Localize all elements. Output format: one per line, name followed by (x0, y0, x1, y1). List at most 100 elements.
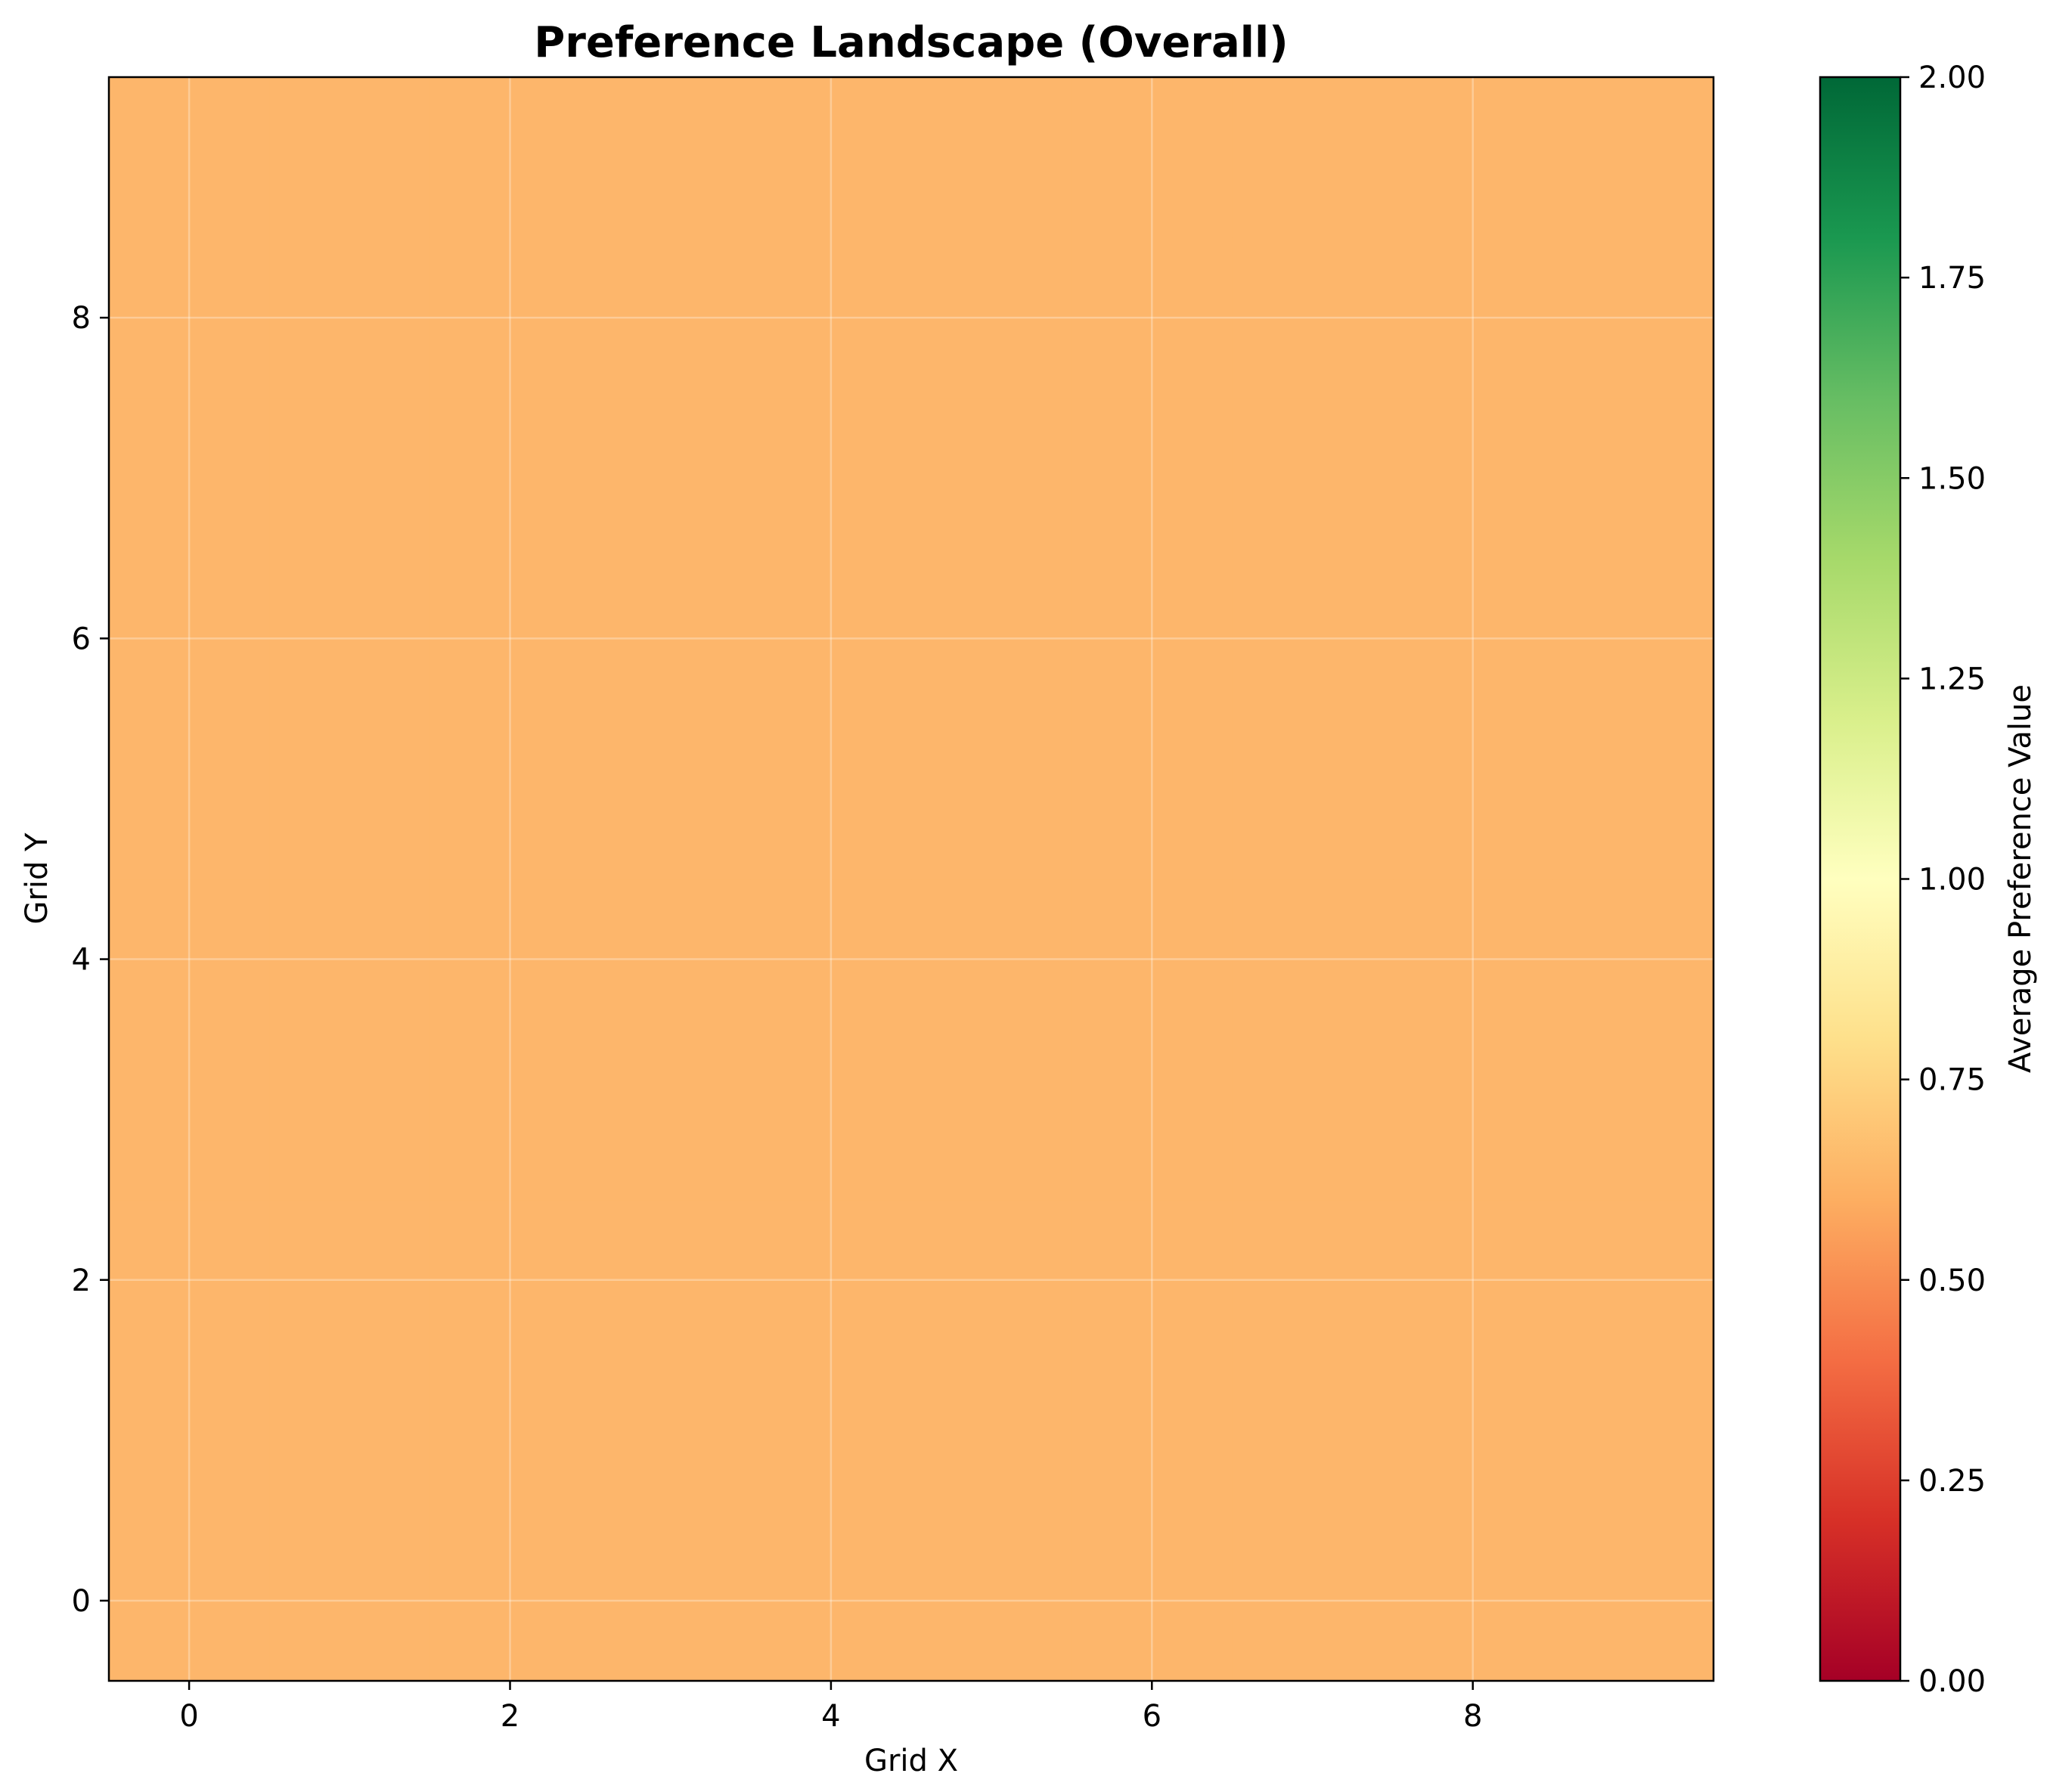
heatmap-cell (430, 398, 591, 559)
heatmap-cell (1232, 558, 1394, 719)
heatmap-cell (750, 398, 912, 559)
heatmap-cell (1392, 398, 1554, 559)
heatmap-cell (590, 1360, 752, 1521)
heatmap-cell (430, 1360, 591, 1521)
colorbar-tick-label: 0.75 (1918, 1063, 1986, 1098)
x-tick-label: 8 (1463, 1699, 1482, 1734)
heatmap-cell (1392, 237, 1554, 398)
heatmap-cell (269, 77, 430, 238)
heatmap-cell (430, 1520, 591, 1682)
heatmap-cell (1232, 1039, 1394, 1201)
x-axis-label: Grid X (864, 1744, 958, 1778)
heatmap-cell (1072, 718, 1233, 880)
colorbar (1820, 77, 1900, 1681)
heatmap-cell (750, 558, 912, 719)
heatmap-cell (109, 77, 270, 238)
x-axis: 0 2 4 6 8 (179, 1681, 1482, 1734)
heatmap-cell (1552, 77, 1714, 238)
heatmap-cell (590, 879, 752, 1040)
heatmap-cell (1392, 879, 1554, 1040)
heatmap-cell (1072, 1520, 1233, 1682)
heatmap-cell (1072, 237, 1233, 398)
x-tick-label: 4 (821, 1699, 840, 1734)
heatmap-cell (1552, 879, 1714, 1040)
heatmap-cell (1232, 1360, 1394, 1521)
colorbar-tick-label: 1.75 (1918, 261, 1986, 296)
heatmap-cell (911, 1199, 1072, 1361)
heatmap-cell (269, 558, 430, 719)
colorbar-tick-label: 1.50 (1918, 461, 1986, 496)
heatmap-cell (1392, 1520, 1554, 1682)
heatmap-cell (1392, 558, 1554, 719)
heatmap-cell (911, 718, 1072, 880)
chart-title: Preference Landscape (Overall) (534, 18, 1289, 67)
heatmap-cell (1552, 558, 1714, 719)
heatmap-cell (1072, 558, 1233, 719)
y-tick-label: 8 (72, 301, 91, 336)
colorbar-tick-label: 0.50 (1918, 1263, 1986, 1298)
y-tick-label: 2 (72, 1263, 91, 1298)
heatmap-cell (430, 558, 591, 719)
heatmap-cell (911, 1520, 1072, 1682)
x-tick-label: 6 (1143, 1699, 1161, 1734)
heatmap-cell (269, 1360, 430, 1521)
x-tick-label: 0 (179, 1699, 198, 1734)
heatmap-cell (1232, 718, 1394, 880)
heatmap-cell (269, 879, 430, 1040)
heatmap-cell (1232, 1199, 1394, 1361)
heatmap-cell (750, 1520, 912, 1682)
heatmap-cell (911, 1360, 1072, 1521)
heatmap-cell (911, 558, 1072, 719)
heatmap-cell (1552, 398, 1714, 559)
heatmap-cell (1552, 1360, 1714, 1521)
heatmap-cell (1072, 77, 1233, 238)
heatmap-cell (430, 718, 591, 880)
heatmap-cell (269, 718, 430, 880)
heatmap-cell (1072, 1039, 1233, 1201)
heatmap-cell (1232, 77, 1394, 238)
heatmap-cell (1552, 1039, 1714, 1201)
heatmap-cell (109, 237, 270, 398)
heatmap-cell (1552, 1520, 1714, 1682)
heatmap-cell (269, 1039, 430, 1201)
heatmap-cell (750, 77, 912, 238)
heatmap-cell (109, 1039, 270, 1201)
heatmap-cell (430, 237, 591, 398)
heatmap-cell (109, 1360, 270, 1521)
colorbar-tick-label: 0.25 (1918, 1464, 1986, 1499)
heatmap-cell (1232, 879, 1394, 1040)
heatmap-cell (590, 77, 752, 238)
heatmap-cell (1232, 237, 1394, 398)
heatmap-cell (430, 77, 591, 238)
heatmap-cell (109, 718, 270, 880)
heatmap-cell (1552, 1199, 1714, 1361)
heatmap-cell (1072, 1360, 1233, 1521)
y-tick-label: 6 (72, 622, 91, 656)
heatmap-cell (1232, 398, 1394, 559)
heatmap-cell (109, 558, 270, 719)
heatmap-cell (750, 1199, 912, 1361)
heatmap-cell (590, 398, 752, 559)
heatmap-cell (109, 1199, 270, 1361)
colorbar-tick-label: 1.25 (1918, 662, 1986, 696)
heatmap-cell (590, 718, 752, 880)
heatmap-cell (750, 1360, 912, 1521)
heatmap-cell (1232, 1520, 1394, 1682)
heatmap-cell (750, 718, 912, 880)
heatmap-cell (1072, 1199, 1233, 1361)
heatmap-cell (590, 1520, 752, 1682)
colorbar-tick-label: 0.00 (1918, 1664, 1986, 1699)
heatmap-cell (1392, 718, 1554, 880)
y-tick-label: 4 (72, 943, 91, 978)
heatmap-cell (1392, 1360, 1554, 1521)
heatmap-cell (1552, 237, 1714, 398)
plot-area (109, 77, 1714, 1682)
heatmap-cell (1392, 1199, 1554, 1361)
heatmap-cell (590, 237, 752, 398)
heatmap-cell (1392, 1039, 1554, 1201)
heatmap-cell (1552, 718, 1714, 880)
heatmap-cell (109, 1520, 270, 1682)
heatmap-cell (430, 879, 591, 1040)
heatmap-cell (269, 398, 430, 559)
